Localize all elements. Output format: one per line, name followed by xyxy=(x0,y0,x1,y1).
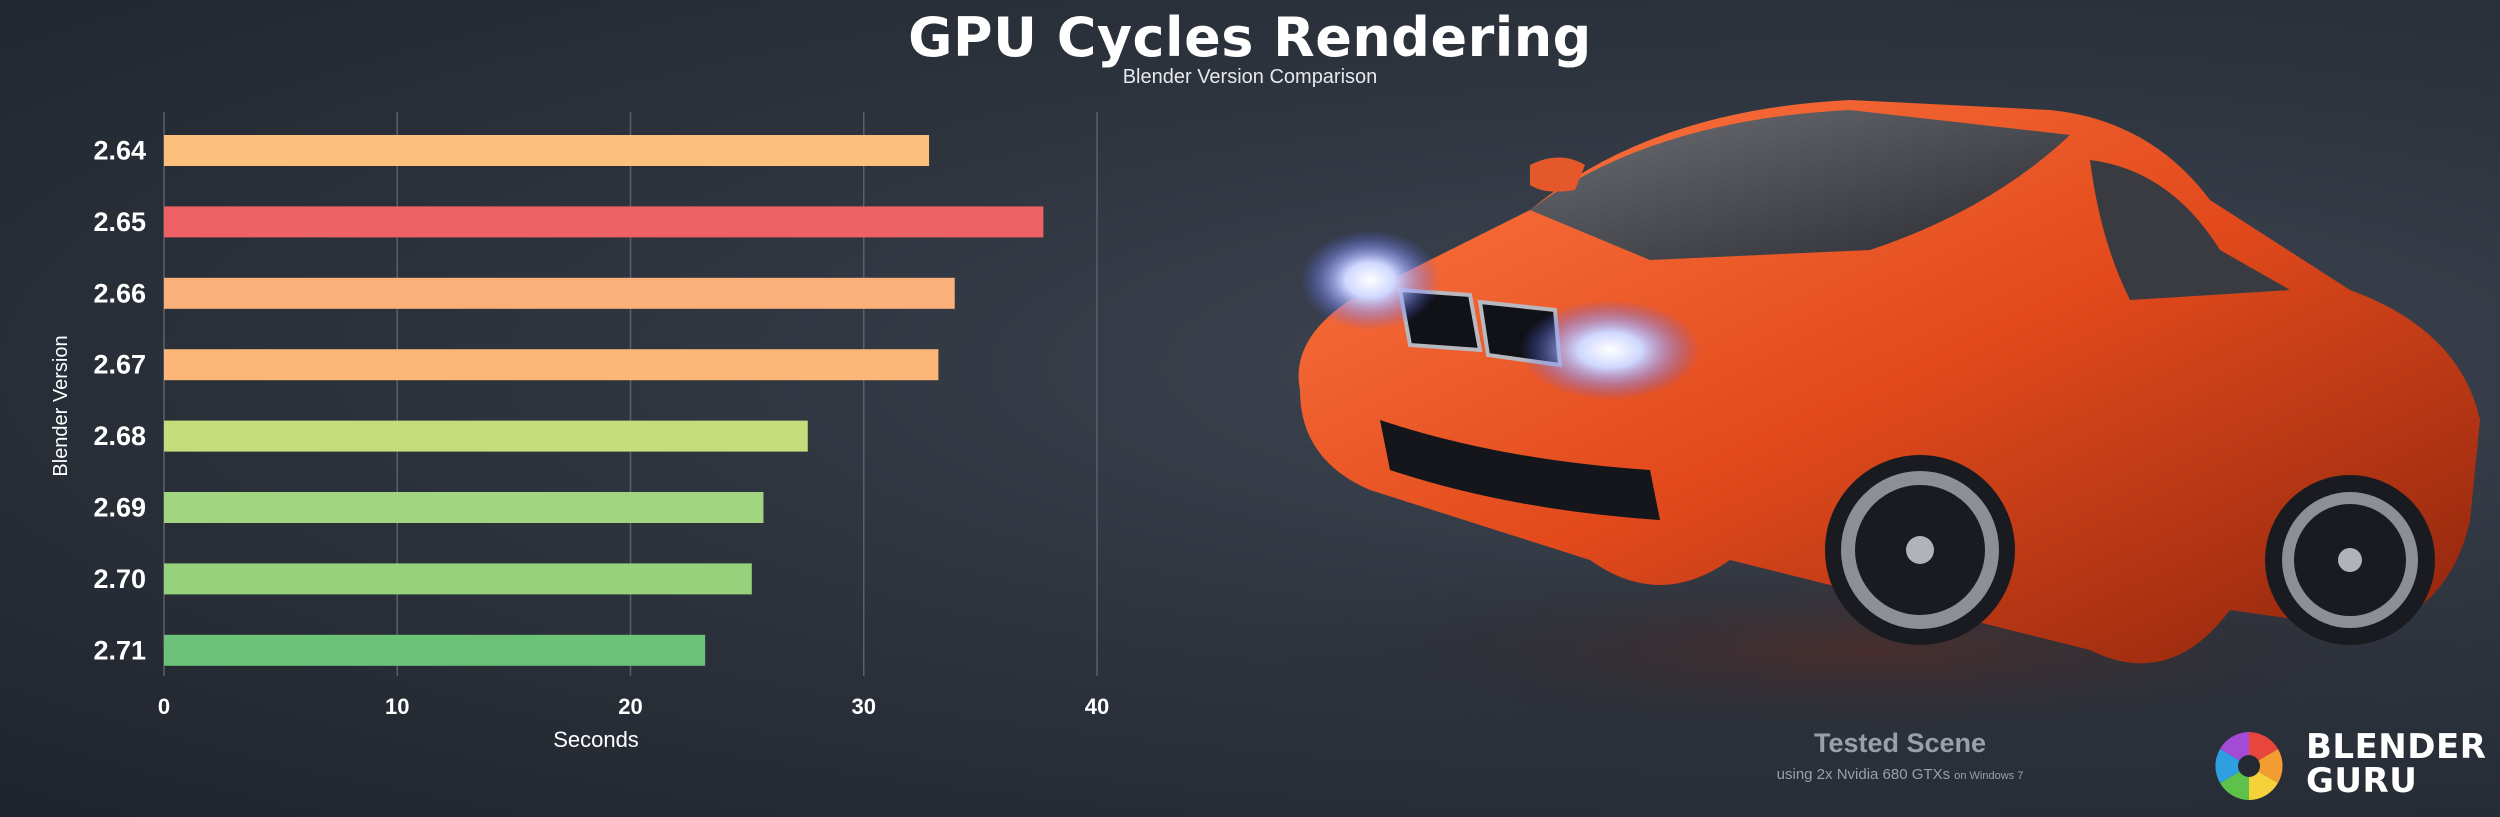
hardware-text: using 2x Nvidia 680 GTXs xyxy=(1776,766,1951,783)
category-label: 2.71 xyxy=(93,635,146,665)
x-tick-label: 30 xyxy=(852,694,876,719)
x-axis-label: Seconds xyxy=(553,727,639,752)
y-axis-label: Blender Version xyxy=(50,335,72,476)
bar-chart: 2.64 2.65 2.66 2.67 2.68 2.69 2.70 2.71 0 10 20 30… xyxy=(50,112,1109,752)
hardware-note: using 2x Nvidia 680 GTXs on Windows 7 xyxy=(1700,766,2100,783)
category-labels: 2.64 2.65 2.66 2.67 2.68 2.69 2.70 2.71 xyxy=(93,136,146,666)
x-tick-label: 10 xyxy=(385,694,409,719)
blender-guru-logo: BLENDER GURU xyxy=(2196,726,2496,806)
x-tick-labels: 0 10 20 30 40 xyxy=(158,694,1109,719)
bar-2.71 xyxy=(164,634,706,666)
category-label: 2.64 xyxy=(93,136,146,166)
bar-2.70 xyxy=(164,563,752,595)
brand-line-2: GURU xyxy=(2306,761,2418,801)
bars xyxy=(164,135,1044,666)
category-label: 2.69 xyxy=(93,493,146,523)
chart-title: GPU Cycles Rendering xyxy=(908,6,1592,69)
category-label: 2.66 xyxy=(93,278,146,308)
bar-2.66 xyxy=(164,277,955,309)
category-label: 2.68 xyxy=(93,421,146,451)
bar-2.68 xyxy=(164,420,808,452)
car-render-image xyxy=(1270,100,2480,750)
category-label: 2.67 xyxy=(93,350,146,380)
bar-2.64 xyxy=(164,135,930,166)
bar-2.65 xyxy=(164,206,1044,238)
x-tick-label: 20 xyxy=(618,694,642,719)
os-text: on Windows 7 xyxy=(1954,770,2024,782)
x-tick-label: 40 xyxy=(1085,694,1109,719)
brand-line-1: BLENDER xyxy=(2306,727,2487,767)
color-wheel-icon xyxy=(2215,732,2283,800)
bar-2.69 xyxy=(164,492,764,523)
category-label: 2.65 xyxy=(93,207,146,237)
chart-subtitle: Blender Version Comparison xyxy=(1122,66,1378,88)
bar-2.67 xyxy=(164,349,939,381)
x-tick-label: 0 xyxy=(158,694,170,719)
category-label: 2.70 xyxy=(93,564,146,594)
tested-scene-label: Tested Scene xyxy=(1813,728,1987,758)
